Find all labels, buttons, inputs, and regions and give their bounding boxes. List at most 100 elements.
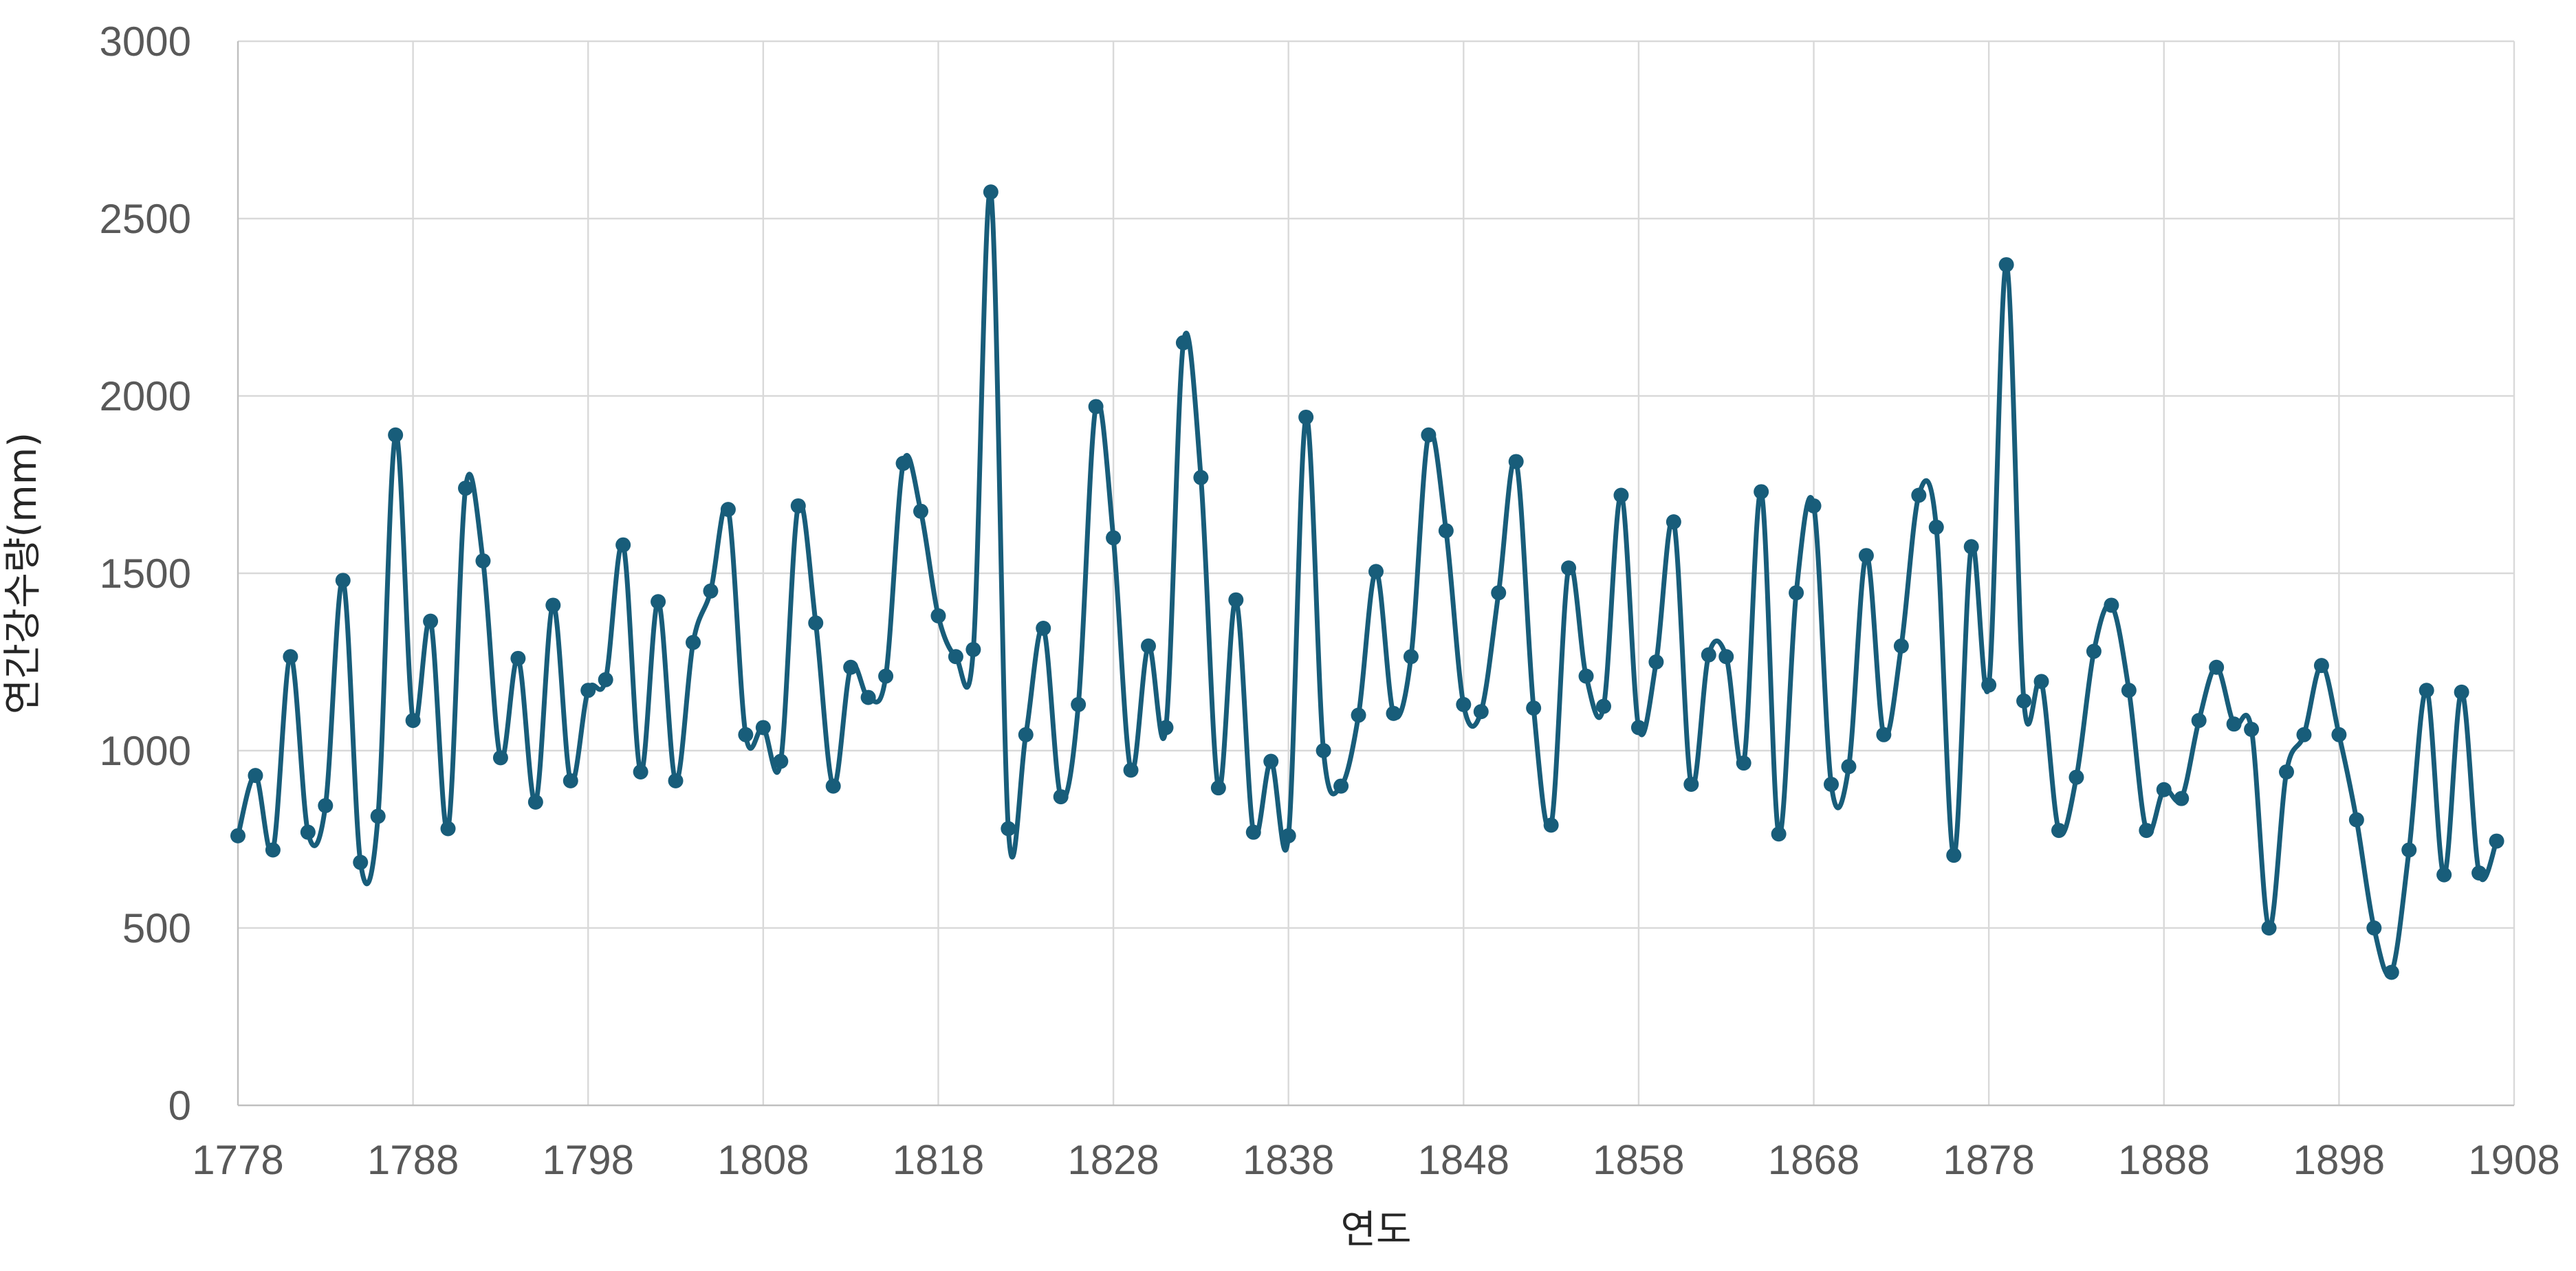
data-point xyxy=(1421,427,1437,443)
data-point xyxy=(1071,696,1087,712)
data-point xyxy=(2401,842,2417,858)
data-point xyxy=(2069,769,2084,785)
data-point xyxy=(2331,727,2347,742)
data-point xyxy=(458,480,473,496)
data-point xyxy=(1106,530,1122,546)
x-tick-label: 1878 xyxy=(1943,1137,2034,1183)
data-point xyxy=(1298,409,1314,425)
data-point xyxy=(1824,777,1839,793)
x-axis-tick-labels: 1778 1788 1798 1808 1818 1828 1838 1848 1858 1868… xyxy=(192,1137,2559,1183)
y-tick-label: 1500 xyxy=(100,551,191,597)
data-point xyxy=(825,778,841,794)
x-tick-label: 1888 xyxy=(2118,1137,2209,1183)
data-point xyxy=(2156,782,2172,797)
data-point xyxy=(1158,720,1174,736)
data-point xyxy=(633,764,648,780)
data-point xyxy=(1841,759,1857,775)
y-tick-label: 500 xyxy=(122,905,191,951)
data-point xyxy=(948,649,963,665)
x-tick-label: 1898 xyxy=(2293,1137,2385,1183)
data-point xyxy=(2121,683,2137,698)
data-point xyxy=(1018,727,1034,742)
data-point xyxy=(895,456,911,472)
data-point xyxy=(1718,649,1734,665)
data-point xyxy=(230,828,245,843)
data-point xyxy=(1998,257,2014,273)
data-point xyxy=(1123,762,1139,778)
data-point xyxy=(1386,705,1401,721)
data-point xyxy=(720,502,736,518)
data-point xyxy=(1193,469,1209,485)
data-point xyxy=(1368,564,1384,579)
data-point xyxy=(2016,693,2032,709)
data-point xyxy=(1683,777,1699,793)
data-point xyxy=(1088,399,1104,415)
data-point xyxy=(1946,848,1962,863)
data-point xyxy=(2366,920,2382,936)
data-point xyxy=(2051,823,2066,839)
series-line xyxy=(235,188,2500,978)
data-point xyxy=(1806,498,1822,513)
data-point xyxy=(2489,833,2504,849)
data-point xyxy=(1543,817,1559,833)
data-point xyxy=(1648,654,1664,670)
data-point xyxy=(2174,791,2190,806)
data-point xyxy=(2436,867,2452,883)
data-point xyxy=(388,427,404,443)
data-point xyxy=(598,672,613,687)
data-point xyxy=(1438,523,1454,539)
data-point xyxy=(1561,560,1577,576)
data-point xyxy=(1001,821,1016,837)
data-point xyxy=(1491,585,1507,601)
data-point xyxy=(1333,778,1349,794)
data-point xyxy=(790,498,806,513)
data-point xyxy=(2471,865,2487,881)
data-point xyxy=(1928,519,1944,535)
data-point xyxy=(1613,487,1629,503)
data-point xyxy=(738,727,754,742)
y-tick-label: 1000 xyxy=(100,728,191,774)
data-point xyxy=(265,842,281,858)
data-point xyxy=(1210,780,1226,796)
data-point xyxy=(2261,920,2277,936)
data-point xyxy=(651,594,666,610)
data-point xyxy=(2086,643,2102,659)
data-point xyxy=(2383,964,2399,980)
y-tick-label: 3000 xyxy=(100,19,191,65)
data-point xyxy=(2313,658,2329,674)
data-point xyxy=(2348,812,2364,828)
data-point xyxy=(2419,683,2434,698)
data-point xyxy=(1858,548,1874,564)
data-point xyxy=(353,854,369,870)
data-point xyxy=(913,503,928,519)
data-point xyxy=(1578,668,1594,684)
data-point xyxy=(248,768,263,784)
data-point xyxy=(2139,823,2154,839)
data-point xyxy=(563,773,578,788)
data-point xyxy=(475,553,491,568)
data-point xyxy=(1736,755,1751,771)
data-point xyxy=(1526,700,1542,716)
data-point xyxy=(843,659,859,675)
data-point xyxy=(2191,713,2207,729)
data-point xyxy=(668,773,684,788)
y-tick-label: 2000 xyxy=(100,373,191,419)
data-point xyxy=(1403,649,1419,665)
data-point xyxy=(440,821,456,837)
data-point xyxy=(492,750,508,766)
x-tick-label: 1908 xyxy=(2468,1137,2559,1183)
data-point xyxy=(370,808,386,824)
grid-lines xyxy=(238,40,2515,1105)
data-point xyxy=(1876,727,1892,742)
data-point xyxy=(930,608,946,623)
data-point xyxy=(1245,824,1261,840)
data-point xyxy=(2033,674,2049,689)
data-point xyxy=(1596,698,1611,714)
data-point xyxy=(1053,789,1069,805)
data-point xyxy=(335,573,351,588)
data-point xyxy=(1666,514,1681,530)
data-point xyxy=(686,634,701,650)
data-point xyxy=(1630,720,1646,736)
data-point xyxy=(545,597,561,613)
data-point xyxy=(1351,707,1366,723)
